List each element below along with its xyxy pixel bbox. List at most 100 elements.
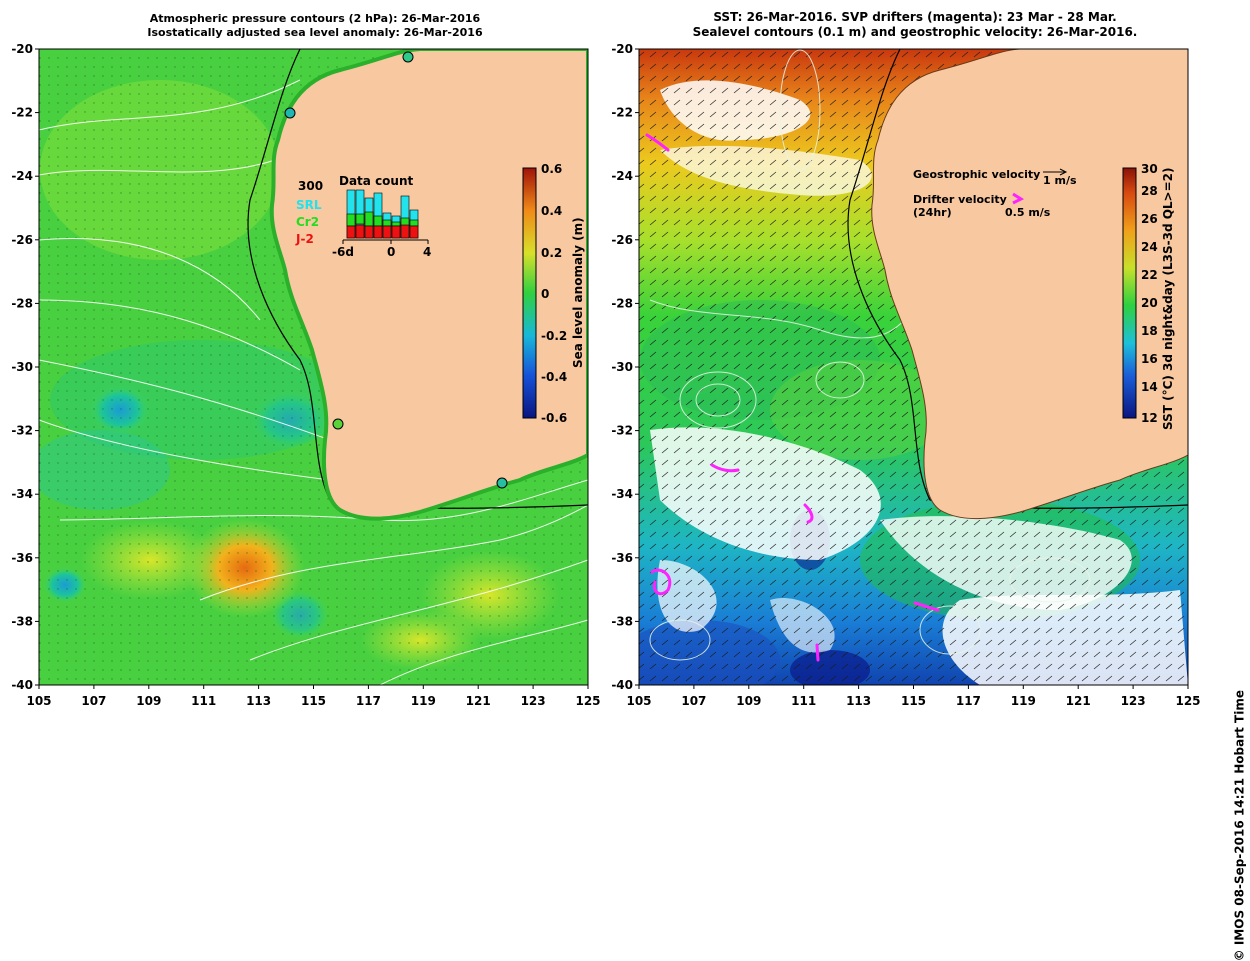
legend-cr2: Cr2 [296,215,319,229]
left-y-tick-label: -30 [11,360,33,374]
right-y-tick-label: -30 [611,360,633,374]
drifter-track [803,503,814,524]
left-y-tick-label: -32 [11,424,33,438]
right-y-tick-label: -36 [611,551,633,565]
left-x-tick-label: 121 [466,694,491,708]
tide-gauge-marker [332,418,344,430]
data-count-xtick-neg6d: -6d [332,245,354,259]
data-count-inset: Data count 300 SRL Cr2 J-2 -6d 0 4 [295,174,431,259]
arrow-head-icon [1059,168,1068,176]
drifter-track [645,133,670,152]
right-y-tick-label: -32 [611,424,633,438]
right-x-tick-label: 107 [681,694,706,708]
sst-tick: 26 [1141,212,1158,226]
data-count-title: Data count [339,174,414,188]
sealevel-contours [649,49,1091,661]
left-x-tick-label: 105 [26,694,51,708]
right-x-tick-label: 125 [1175,694,1200,708]
right-y-tick-label: -22 [611,106,633,120]
left-x-tick-label: 113 [246,694,271,708]
drifter-track [815,643,820,662]
sst-tick: 22 [1141,268,1158,282]
left-y-tick-label: -38 [11,614,33,628]
left-title: Atmospheric pressure contours (2 hPa): 2… [40,12,590,40]
left-y-tick-label: -20 [11,42,33,56]
right-y-tick-label: -28 [611,296,633,310]
left-y-tick-label: -34 [11,487,33,501]
tide-gauge-marker [402,51,414,63]
left-x-tick-label: 109 [136,694,161,708]
right-title: SST: 26-Mar-2016. SVP drifters (magenta)… [640,10,1190,40]
left-x-tick-label: 107 [81,694,106,708]
left-x-tick-label: 123 [521,694,546,708]
left-title-line2: Isostatically adjusted sea level anomaly… [147,26,483,39]
sla-tick: 0.2 [541,246,562,260]
tide-gauge-marker [496,477,508,489]
drifter-tracks [645,133,940,662]
australia-land-right [871,49,1188,519]
sst-tick: 14 [1141,380,1158,394]
sst-colorbar-ticks: 30 28 26 24 22 20 18 16 14 12 [1141,162,1158,425]
drifter-velocity-sub: (24hr) [913,206,952,219]
left-y-tick-label: -28 [11,296,33,310]
right-x-tick-label: 105 [626,694,651,708]
left-y-tick-label: -36 [11,551,33,565]
right-y-tick-label: -40 [611,678,633,692]
velocity-legend: Geostrophic velocity 1 m/s Drifter veloc… [913,168,1077,219]
sla-colorbar-label: Sea level anomaly (m) [571,217,585,368]
left-y-tick-label: -40 [11,678,33,692]
legend-j2: J-2 [295,232,314,246]
sla-tick: -0.6 [541,411,567,425]
data-count-bars [346,189,419,239]
drifter-track [913,601,940,612]
right-x-tick-label: 109 [736,694,761,708]
right-x-tick-label: 121 [1066,694,1091,708]
right-map [639,49,1188,685]
left-y-tick-label: -22 [11,106,33,120]
right-x-tick-label: 111 [791,694,816,708]
right-x-tick-label: 117 [956,694,981,708]
right-y-tick-label: -34 [611,487,633,501]
sst-tick: 16 [1141,352,1158,366]
sst-tick: 12 [1141,411,1158,425]
right-x-tick-label: 113 [846,694,871,708]
right-x-tick-label: 119 [1011,694,1036,708]
data-count-max: 300 [298,179,323,193]
left-y-tick-label: -24 [11,169,33,183]
right-title-line2: Sealevel contours (0.1 m) and geostrophi… [692,25,1138,39]
drifter-velocity-label: Drifter velocity [913,193,1007,206]
left-x-tick-label: 125 [575,694,600,708]
tide-gauge-marker [284,107,296,119]
sla-tick: 0.4 [541,204,562,218]
sla-tick: -0.4 [541,370,567,384]
right-x-tick-label: 115 [901,694,926,708]
legend-srl: SRL [296,198,322,212]
sla-tick: 0 [541,287,549,301]
left-x-tick-label: 115 [301,694,326,708]
right-title-line1: SST: 26-Mar-2016. SVP drifters (magenta)… [713,10,1117,24]
data-count-xtick-0: 0 [387,245,395,259]
axes: -20 -22 -24 -26 -28 -30 -32 -34 -36 -38 -40 105 107 1… [11,42,1200,708]
left-x-tick-label: 119 [411,694,436,708]
credit-text: © IMOS 08-Sep-2016 14:21 Hobart Time [1232,690,1246,961]
sst-tick: 20 [1141,296,1158,310]
left-title-line1: Atmospheric pressure contours (2 hPa): 2… [149,12,481,25]
left-y-tick-label: -26 [11,233,33,247]
drifter-track [710,463,740,473]
maps-canvas: Data count 300 SRL Cr2 J-2 -6d 0 4 0.6 0… [11,42,1200,708]
right-x-tick-label: 123 [1121,694,1146,708]
right-y-tick-label: -20 [611,42,633,56]
sst-colorbar: 30 28 26 24 22 20 18 16 14 12 SST (°C) 3… [1122,162,1175,430]
right-y-tick-label: -24 [611,169,633,183]
geo-velocity-scale: 1 m/s [1043,174,1077,187]
drifter-velocity-scale: 0.5 m/s [1005,206,1051,219]
drifter-track [650,568,672,596]
sst-tick: 24 [1141,240,1158,254]
left-x-tick-label: 111 [191,694,216,708]
right-y-tick-label: -38 [611,614,633,628]
drifter-arrow-icon [1012,192,1025,205]
sst-tick: 28 [1141,184,1158,198]
sla-tick: 0.6 [541,162,562,176]
data-count-xtick-4: 4 [423,245,431,259]
sla-tick: -0.2 [541,329,567,343]
